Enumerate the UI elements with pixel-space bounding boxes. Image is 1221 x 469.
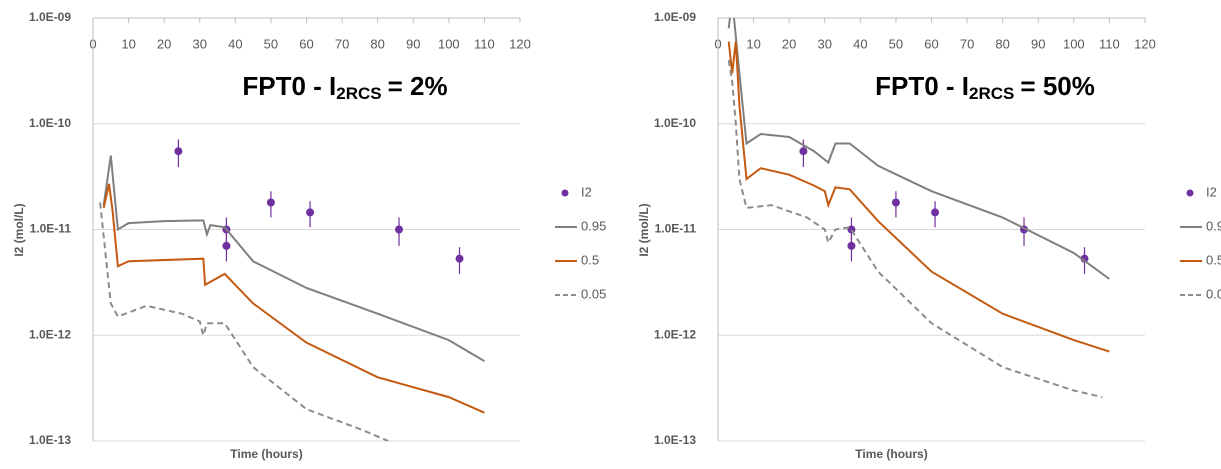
x-tick-label: 20 (157, 36, 171, 51)
title-text: FPT0 - I (875, 71, 969, 101)
y-tick-label: 1.0E-12 (29, 327, 71, 341)
x-axis-label: Time (hours) (855, 447, 927, 461)
x-tick-label: 90 (1031, 36, 1045, 51)
legend-label: 0.95 (1206, 218, 1221, 233)
legend-marker (1186, 189, 1194, 197)
y-tick-label: 1.0E-09 (29, 10, 71, 24)
x-tick-label: 70 (960, 36, 974, 51)
data-point (174, 147, 183, 156)
title-suffix: = 2% (388, 71, 448, 101)
x-tick-label: 50 (264, 36, 278, 51)
chart: 1.0E-131.0E-121.0E-111.0E-101.0E-0901020… (637, 10, 1221, 461)
legend-label: 0.05 (1206, 286, 1221, 301)
title-subscript: 2RCS (336, 84, 381, 103)
data-point (1080, 254, 1089, 263)
x-tick-label: 30 (818, 36, 832, 51)
data-point (931, 208, 940, 217)
chart: 1.0E-131.0E-121.0E-111.0E-101.0E-0901020… (12, 10, 606, 461)
series-line (727, 41, 1110, 353)
legend-label: I2 (581, 184, 592, 199)
legend-label: 0.05 (581, 286, 606, 301)
plot-area (727, 18, 1110, 399)
y-axis-label: I2 (mol/L) (637, 203, 651, 256)
chart-title: FPT0 - I2RCS = 2% (242, 71, 447, 104)
series-line (727, 18, 1110, 280)
legend-label: 0.5 (581, 252, 599, 267)
data-point (799, 147, 808, 156)
series-line (102, 155, 485, 362)
x-tick-label: 10 (746, 36, 760, 51)
y-tick-label: 1.0E-10 (654, 116, 696, 130)
y-tick-label: 1.0E-12 (654, 327, 696, 341)
x-axis-label: Time (hours) (230, 447, 302, 461)
x-tick-label: 100 (1063, 36, 1085, 51)
x-tick-label: 10 (121, 36, 135, 51)
data-point (222, 241, 231, 250)
legend-label: I2 (1206, 184, 1217, 199)
x-tick-label: 20 (782, 36, 796, 51)
title-text: FPT0 - I (242, 71, 336, 101)
title-subscript: 2RCS (969, 84, 1014, 103)
y-tick-label: 1.0E-13 (654, 433, 696, 447)
x-tick-label: 100 (438, 36, 460, 51)
data-point (306, 208, 315, 217)
data-point (395, 225, 404, 234)
x-tick-label: 40 (853, 36, 867, 51)
y-tick-label: 1.0E-11 (30, 222, 72, 236)
x-tick-label: 110 (474, 36, 495, 51)
y-tick-label: 1.0E-09 (654, 10, 696, 24)
title-suffix: = 50% (1020, 71, 1094, 101)
series-line (102, 183, 485, 414)
x-tick-label: 60 (299, 36, 313, 51)
x-tick-label: 40 (228, 36, 242, 51)
y-tick-label: 1.0E-13 (29, 433, 71, 447)
x-tick-label: 120 (509, 36, 531, 51)
data-point (455, 254, 464, 263)
legend-marker (561, 189, 569, 197)
x-tick-label: 90 (406, 36, 420, 51)
y-axis-label: I2 (mol/L) (12, 203, 26, 256)
x-tick-label: 60 (924, 36, 938, 51)
data-point (266, 198, 275, 207)
x-tick-label: 30 (193, 36, 207, 51)
data-point (891, 198, 900, 207)
x-tick-label: 50 (889, 36, 903, 51)
y-tick-label: 1.0E-10 (29, 116, 71, 130)
data-point (847, 241, 856, 250)
x-tick-label: 80 (370, 36, 384, 51)
x-tick-label: 120 (1134, 36, 1156, 51)
series-line (727, 59, 1103, 399)
x-tick-label: 110 (1099, 36, 1120, 51)
legend-label: 0.95 (581, 218, 606, 233)
plot-area (99, 139, 485, 441)
legend-label: 0.5 (1206, 252, 1221, 267)
x-tick-label: 70 (335, 36, 349, 51)
x-tick-label: 80 (995, 36, 1009, 51)
series-line (99, 202, 389, 441)
chart-title: FPT0 - I2RCS = 50% (875, 71, 1095, 104)
y-tick-label: 1.0E-11 (655, 222, 697, 236)
